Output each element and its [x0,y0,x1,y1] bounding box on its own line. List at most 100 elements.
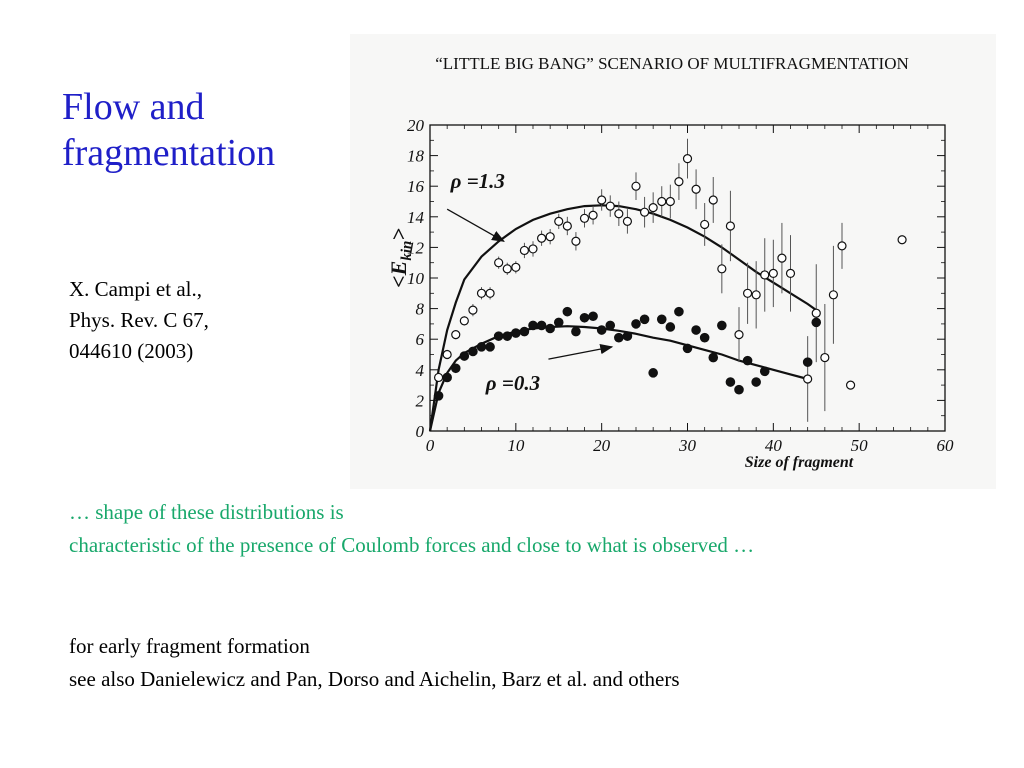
x-tick-label: 20 [593,436,611,455]
citation-line-3: 044610 (2003) [69,339,194,363]
x-tick-label: 40 [765,436,783,455]
annotation-rho-0-3: ρ =0.3 [485,371,540,395]
title-line-1: Flow and [62,86,205,128]
data-point-rho-1-3 [511,262,521,272]
citation-line-2: Phys. Rev. C 67, [69,308,209,332]
data-point-rho-0-3 [536,320,547,331]
data-point-rho-1-3 [485,288,495,298]
data-point-rho-1-3 [528,244,538,254]
data-point-rho-0-3 [519,326,530,337]
data-point-rho-0-3 [759,366,770,377]
data-point-rho-1-3 [468,305,478,315]
x-axis-label: Size of fragment [745,454,854,471]
conclusion-line-2: characteristic of the presence of Coulom… [69,533,755,557]
data-point-rho-0-3 [717,320,727,331]
data-point-rho-1-3 [588,210,598,220]
y-tick-label: 18 [407,147,425,166]
data-point-rho-1-3 [734,330,744,340]
data-point-rho-0-3 [493,331,504,341]
data-point-rho-1-3 [785,268,796,279]
data-point-rho-0-3 [665,322,676,332]
data-point-rho-0-3 [622,331,633,341]
x-tick-label: 30 [678,436,697,455]
data-point-rho-0-3 [742,355,753,366]
figure-panel: “LITTLE BIG BANG” SCENARIO OF MULTIFRAGM… [350,34,996,489]
data-point-rho-1-3 [442,349,452,360]
data-point-rho-1-3 [751,290,761,300]
data-point-rho-1-3 [614,209,624,219]
y-tick-label: 16 [407,177,425,196]
data-point-rho-1-3 [691,184,701,194]
data-point-rho-0-3 [485,342,495,352]
data-point-rho-1-3 [554,216,564,226]
y-tick-label: 0 [416,422,425,441]
data-point-rho-0-3 [734,384,744,395]
data-point-rho-1-3 [837,241,847,251]
data-point-rho-0-3 [751,377,761,387]
data-point-rho-0-3 [639,314,650,325]
fit-curve-series-1 [428,204,817,432]
y-tick-label: 6 [416,330,425,349]
data-point-rho-1-3 [700,219,710,230]
data-point-rho-0-3 [631,319,641,329]
data-point-rho-1-3 [897,235,907,245]
data-point-rho-1-3 [803,374,813,384]
data-point-rho-1-3 [717,264,727,274]
references-line-2: see also Danielewicz and Pan, Dorso and … [69,667,680,691]
data-point-rho-0-3 [614,332,624,343]
y-tick-label: 4 [416,361,425,380]
data-point-rho-1-3 [665,196,675,207]
kinetic-energy-chart: “LITTLE BIG BANG” SCENARIO OF MULTIFRAGM… [386,54,954,471]
conclusion-line-1: … shape of these distributions is [69,500,344,524]
data-point-rho-1-3 [451,330,461,340]
data-point-rho-1-3 [631,181,641,191]
data-point-rho-0-3 [708,352,719,363]
data-point-rho-0-3 [579,312,590,323]
data-point-rho-1-3 [433,372,444,383]
data-point-rho-1-3 [674,177,684,187]
data-point-rho-0-3 [476,342,487,352]
data-point-rho-1-3 [657,196,667,207]
data-point-rho-1-3 [639,207,650,217]
data-point-rho-1-3 [777,253,787,263]
data-point-rho-1-3 [494,258,504,268]
data-point-rho-0-3 [553,317,564,328]
data-point-rho-1-3 [605,201,615,211]
annotation-rho-1-3: ρ =1.3 [450,169,505,193]
title-line-2: fragmentation [62,132,276,174]
annotation-arrow-rho-0-3 [548,343,614,360]
data-point-rho-1-3 [742,288,753,298]
data-point-rho-0-3 [725,377,736,387]
data-point-rho-1-3 [545,232,555,242]
data-point-rho-1-3 [459,316,469,326]
data-point-rho-1-3 [845,380,856,390]
y-tick-label: 8 [416,300,425,319]
data-point-rho-0-3 [442,372,452,383]
data-point-rho-0-3 [459,351,470,361]
y-tick-label: 14 [407,208,425,227]
data-point-rho-0-3 [802,357,813,367]
data-point-rho-1-3 [597,195,607,205]
data-point-rho-0-3 [691,325,701,335]
chart-title: “LITTLE BIG BANG” SCENARIO OF MULTIFRAGM… [435,54,909,73]
data-point-rho-1-3 [725,221,736,231]
data-point-rho-0-3 [674,306,684,317]
data-point-rho-1-3 [571,236,581,246]
y-tick-label: 12 [407,238,425,257]
annotation-arrow-rho-1-3 [446,208,505,242]
x-tick-label: 0 [426,436,435,455]
data-point-rho-1-3 [502,264,512,274]
citation: X. Campi et al., Phys. Rev. C 67, 044610… [69,274,329,367]
x-tick-label: 50 [851,436,869,455]
y-tick-label: 20 [407,116,425,135]
data-point-rho-0-3 [648,368,658,378]
data-point-rho-0-3 [605,320,616,331]
data-point-rho-1-3 [562,221,572,231]
data-point-rho-0-3 [588,311,598,322]
data-point-rho-0-3 [502,331,513,341]
data-point-rho-0-3 [699,332,710,343]
data-point-rho-0-3 [545,323,555,334]
data-point-rho-1-3 [622,216,633,226]
data-point-rho-1-3 [648,203,658,213]
data-point-rho-0-3 [682,343,693,354]
